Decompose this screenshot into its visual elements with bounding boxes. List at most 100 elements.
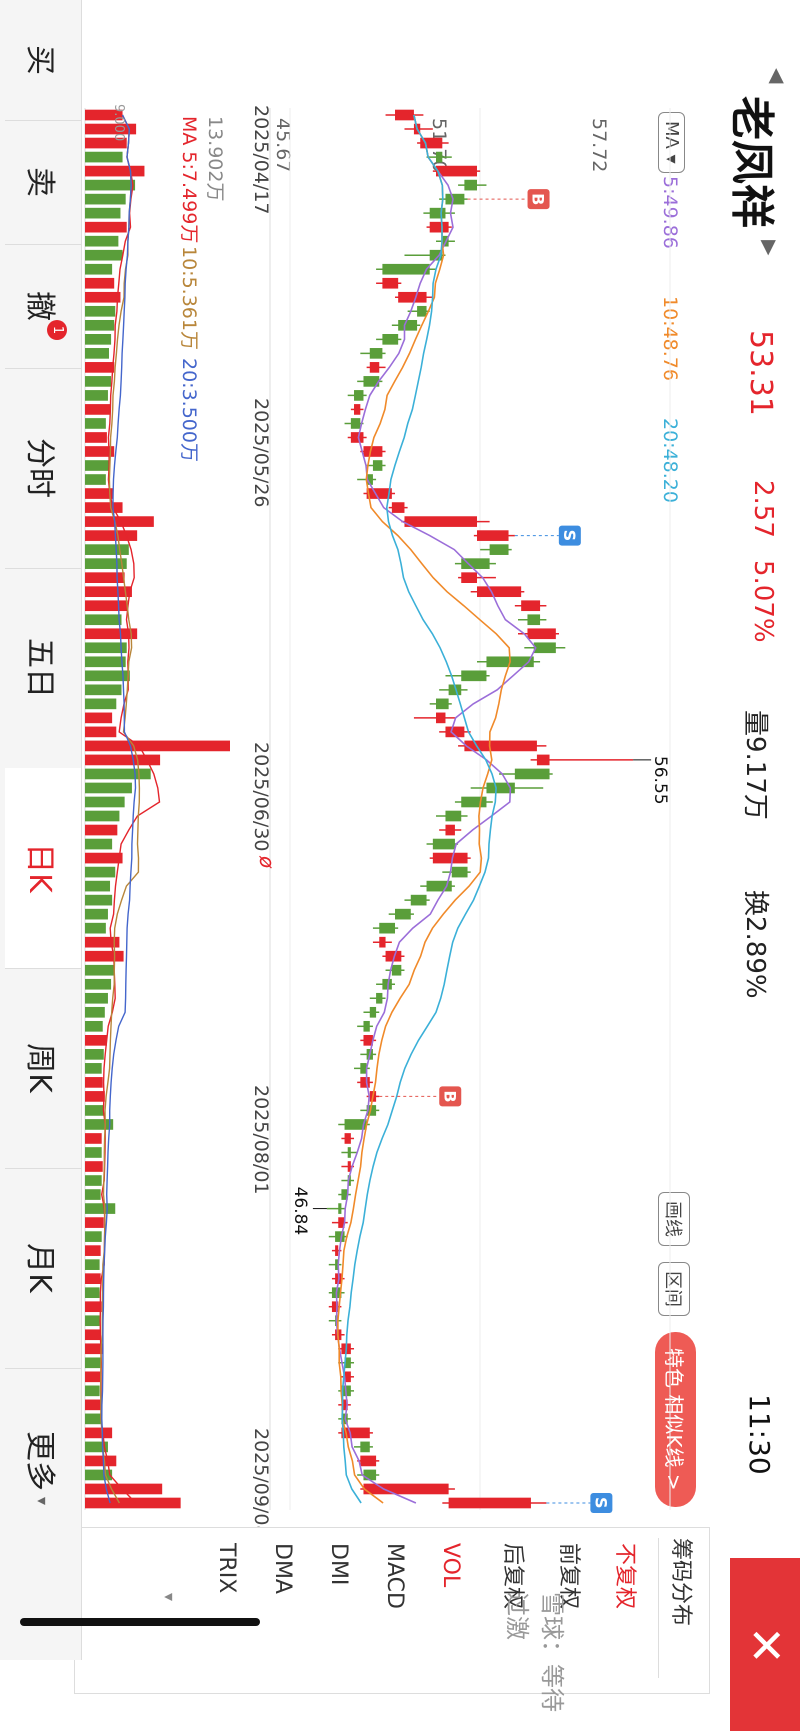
volume-ma20: 20:3.500万	[178, 358, 200, 462]
volume-bar	[85, 992, 108, 1004]
volume-bar	[85, 824, 118, 836]
volume-bar	[85, 1315, 100, 1327]
volume-bar	[85, 838, 113, 850]
volume-bar	[84, 334, 112, 345]
candle-body	[521, 600, 541, 612]
volume-bar	[85, 642, 127, 654]
volume-bar	[85, 221, 127, 233]
candle-body	[445, 193, 465, 205]
volume-bar	[85, 1119, 114, 1130]
expand-arrow-icon[interactable]: ▾	[160, 1593, 179, 1602]
candle-body	[341, 1189, 348, 1200]
volume-bar	[85, 908, 108, 920]
candle-body	[335, 1231, 345, 1242]
volume-bar	[84, 530, 138, 541]
low-price-label: 46.84	[290, 1187, 310, 1236]
tab-sell-label: 卖	[22, 167, 57, 197]
option-trix[interactable]: TRIX	[214, 1543, 239, 1594]
option-macd[interactable]: MACD	[382, 1543, 407, 1609]
volume-bar	[84, 1329, 101, 1341]
candle-body	[461, 670, 487, 682]
candle-body	[385, 950, 402, 962]
volume-bar	[85, 263, 113, 275]
volume-bar	[84, 544, 129, 555]
volume-bar	[84, 404, 111, 415]
volume-bar	[84, 600, 128, 612]
volume-bar	[84, 1273, 101, 1284]
candle-body	[533, 642, 556, 654]
volume-bar	[85, 684, 122, 696]
date-label-2: 2025/05/26	[250, 398, 272, 508]
candle-body	[350, 418, 361, 429]
volume-bar	[85, 670, 130, 682]
tab-cancel-label: 撤	[22, 291, 57, 321]
tab-more[interactable]: 更多 ▾	[5, 1368, 81, 1568]
volume-bar	[84, 123, 137, 135]
tab-daily-k[interactable]: 日K	[5, 768, 81, 969]
candle-body	[436, 165, 478, 177]
volume-bar	[84, 474, 106, 485]
volume-bar	[84, 880, 111, 892]
candle-body	[477, 586, 522, 598]
volume-bar	[85, 1105, 104, 1116]
tab-weekly-k[interactable]: 周K	[5, 968, 81, 1169]
candle-body	[344, 1357, 351, 1369]
ma10-line	[337, 114, 511, 1504]
close-button[interactable]: ✕	[730, 1558, 800, 1731]
volume-bar	[84, 782, 132, 794]
sell-marker	[590, 1492, 613, 1513]
option-dma[interactable]: DMA	[270, 1543, 295, 1594]
candle-body	[445, 810, 462, 822]
volume-ma10: 10:5.361万	[178, 246, 200, 350]
volume-bar	[84, 418, 106, 429]
tab-buy-label: 买	[22, 45, 57, 75]
candle-body	[360, 1063, 367, 1074]
candle-body	[417, 305, 427, 317]
tab-buy[interactable]: 买	[5, 0, 81, 121]
sell-marker-label: S	[560, 530, 579, 542]
candle-body	[451, 866, 468, 878]
volume-bar	[84, 432, 107, 443]
volume-ma10-line	[99, 114, 141, 1504]
more-arrow-icon: ▾	[33, 1496, 53, 1506]
volume-bar	[85, 390, 108, 401]
option-dmi[interactable]: DMI	[326, 1543, 351, 1586]
candle-body	[363, 376, 380, 387]
option-no-adjust[interactable]: 不复权	[612, 1543, 637, 1610]
date-label-3: 2025/06/30	[250, 742, 272, 852]
volume-bar	[85, 348, 109, 359]
candle-body	[445, 726, 465, 738]
candle-body	[410, 894, 427, 906]
volume-bar	[85, 137, 127, 149]
volume-bar	[84, 628, 138, 640]
volume-bar	[85, 1020, 103, 1032]
candle-body	[461, 796, 487, 808]
tab-monthly-k-label: 月K	[22, 1243, 57, 1293]
chip-distribution-title[interactable]: 筹码分布	[658, 1538, 699, 1678]
volume-bar	[85, 502, 123, 513]
tab-more-label: 更多	[22, 1430, 57, 1491]
tab-monthly-k[interactable]: 月K	[5, 1168, 81, 1369]
date-label-5: 2025/09/08	[250, 1428, 272, 1538]
volume-bar	[85, 291, 121, 303]
candle-body	[335, 1245, 339, 1256]
ma20-line	[341, 114, 497, 1504]
candle-body	[360, 1077, 370, 1088]
tab-intraday-label: 分时	[22, 438, 57, 498]
option-vol[interactable]: VOL	[438, 1543, 463, 1588]
tab-intraday[interactable]: 分时	[5, 368, 81, 569]
volume-bar	[84, 362, 115, 373]
volume-bar	[85, 1427, 113, 1439]
candle-body	[382, 334, 399, 345]
candle-body	[363, 1469, 377, 1481]
candle-body	[354, 404, 361, 415]
volume-bar	[84, 1245, 101, 1256]
tab-sell[interactable]: 卖	[5, 120, 81, 245]
tab-five-day[interactable]: 五日	[5, 568, 81, 769]
candle-body	[464, 179, 478, 191]
candle-body	[395, 109, 414, 121]
volume-bar	[85, 1077, 103, 1088]
volume-bar	[84, 1147, 102, 1158]
